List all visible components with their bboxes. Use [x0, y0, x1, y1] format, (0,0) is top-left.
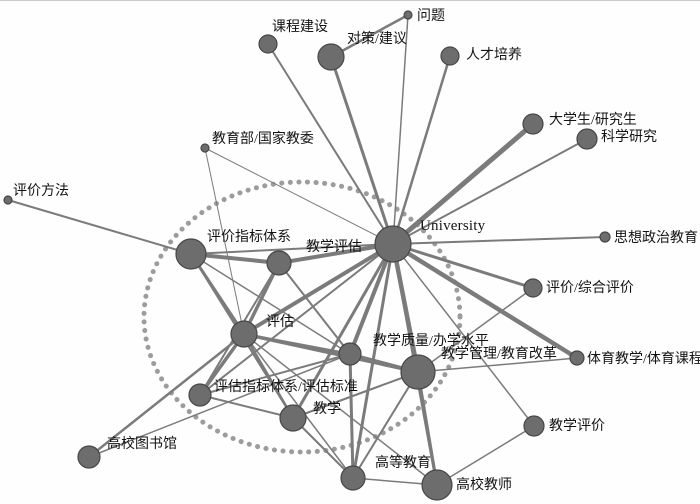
edge-jxgl-tyjx — [417, 357, 578, 373]
edge-u-tyjx — [391, 242, 579, 360]
edge-jxgl-gdjy — [352, 371, 419, 479]
edge-jxgl-gxjs — [416, 371, 439, 486]
node-label-tyjx: 体育教学/体育课程 — [587, 351, 700, 367]
node-label-pjzb: 评价指标体系 — [207, 229, 291, 245]
edge-pjff-pjzb — [7, 199, 192, 255]
edge-jx-jxgl — [292, 371, 419, 419]
node-label-rcpy: 人才培养 — [466, 47, 522, 63]
node-gxjs[interactable] — [421, 469, 453, 501]
node-wt[interactable] — [403, 10, 413, 20]
node-label-pjzh: 评价/综合评价 — [546, 280, 634, 296]
node-rcpy[interactable] — [440, 46, 460, 66]
node-pgbz[interactable] — [188, 383, 212, 407]
edge-jxzl-gdjy — [348, 353, 355, 479]
node-dxs[interactable] — [522, 113, 544, 135]
edge-pg-gxtsg — [88, 333, 245, 458]
edge-pgbz-jxzl — [199, 353, 351, 396]
edge-u-jxpj — [392, 243, 535, 427]
edge-u-jyb — [204, 147, 394, 245]
edge-pg-gxjs — [243, 333, 438, 486]
node-label-pgbz: 评估指标体系/评估标准 — [214, 379, 358, 395]
node-tyjx[interactable] — [569, 350, 585, 366]
node-jyb[interactable] — [200, 143, 210, 153]
node-label-jxpg: 教学评估 — [306, 239, 362, 255]
edge-jxpg-jxzl — [278, 262, 351, 355]
node-jxzl[interactable] — [338, 342, 362, 366]
node-label-jx: 教学 — [313, 401, 341, 417]
node-dcjy[interactable] — [317, 43, 345, 71]
edge-u-pg — [242, 242, 395, 336]
cluster-boundary-ellipse — [141, 179, 463, 455]
edge-jx-gdjy — [292, 417, 354, 479]
node-label-dxs: 大学生/研究生 — [549, 112, 637, 128]
edge-u-pjzb — [190, 243, 394, 255]
edge-u-jx — [291, 243, 395, 419]
edge-pjzb-jxzl — [190, 253, 351, 355]
node-pjff[interactable] — [3, 195, 13, 205]
node-u[interactable] — [374, 225, 412, 263]
edge-u-kxyj — [392, 138, 588, 245]
node-label-jxzl: 教学质量/办学水平 — [373, 333, 489, 349]
edge-u-sxzz — [392, 236, 606, 245]
edge-u-wt — [392, 14, 409, 245]
node-label-dcjy: 对策/建议 — [347, 30, 407, 47]
node-gdjy[interactable] — [340, 465, 366, 491]
edge-u-jxzl — [348, 243, 395, 355]
edge-jyb-pg — [204, 147, 245, 335]
node-label-kxyj: 科学研究 — [601, 129, 657, 145]
edge-pgbz-jx — [199, 394, 294, 419]
node-label-jxpj: 教学评价 — [549, 418, 605, 434]
edge-pjzh-jxgl — [417, 287, 534, 373]
node-kcjs[interactable] — [258, 34, 278, 54]
edge-u-pjzh — [392, 242, 534, 290]
node-kxyj[interactable] — [576, 128, 598, 150]
node-gxtsg[interactable] — [77, 445, 101, 469]
node-label-kcjs: 课程建设 — [272, 19, 328, 35]
node-pjzb[interactable] — [175, 238, 207, 270]
node-label-jxgl: 教学管理/教育改革 — [441, 346, 557, 362]
edge-gxtsg-jxzl — [88, 353, 351, 458]
edge-u-rcpy — [391, 55, 452, 245]
node-label-sxzz: 思想政治教育 — [614, 230, 698, 246]
node-label-u: University — [420, 218, 486, 234]
edge-wt-dcjy — [330, 13, 409, 59]
edge-u-jxpg — [278, 242, 394, 265]
edge-u-dcjy — [329, 56, 395, 245]
node-label-gxjs: 高校教师 — [456, 476, 512, 493]
node-label-pg: 评估 — [266, 314, 294, 330]
node-pjzh[interactable] — [523, 278, 543, 298]
node-label-pjff: 评价方法 — [13, 183, 69, 199]
node-sxzz[interactable] — [599, 231, 611, 243]
edge-u-dxs — [391, 122, 535, 246]
node-jxgl[interactable] — [400, 354, 436, 390]
node-jxpj[interactable] — [523, 415, 545, 437]
edge-u-kcjs — [267, 43, 394, 245]
node-label-gdjy: 高等教育 — [375, 454, 431, 471]
node-label-gxtsg: 高校图书馆 — [107, 435, 177, 452]
node-pg[interactable] — [230, 320, 258, 348]
node-jxpg[interactable] — [266, 250, 292, 276]
node-label-jyb: 教育部/国家教委 — [212, 130, 314, 147]
node-label-wt: 问题 — [417, 8, 445, 24]
edge-jxpj-gxjs — [436, 425, 535, 486]
node-jx[interactable] — [279, 404, 307, 432]
